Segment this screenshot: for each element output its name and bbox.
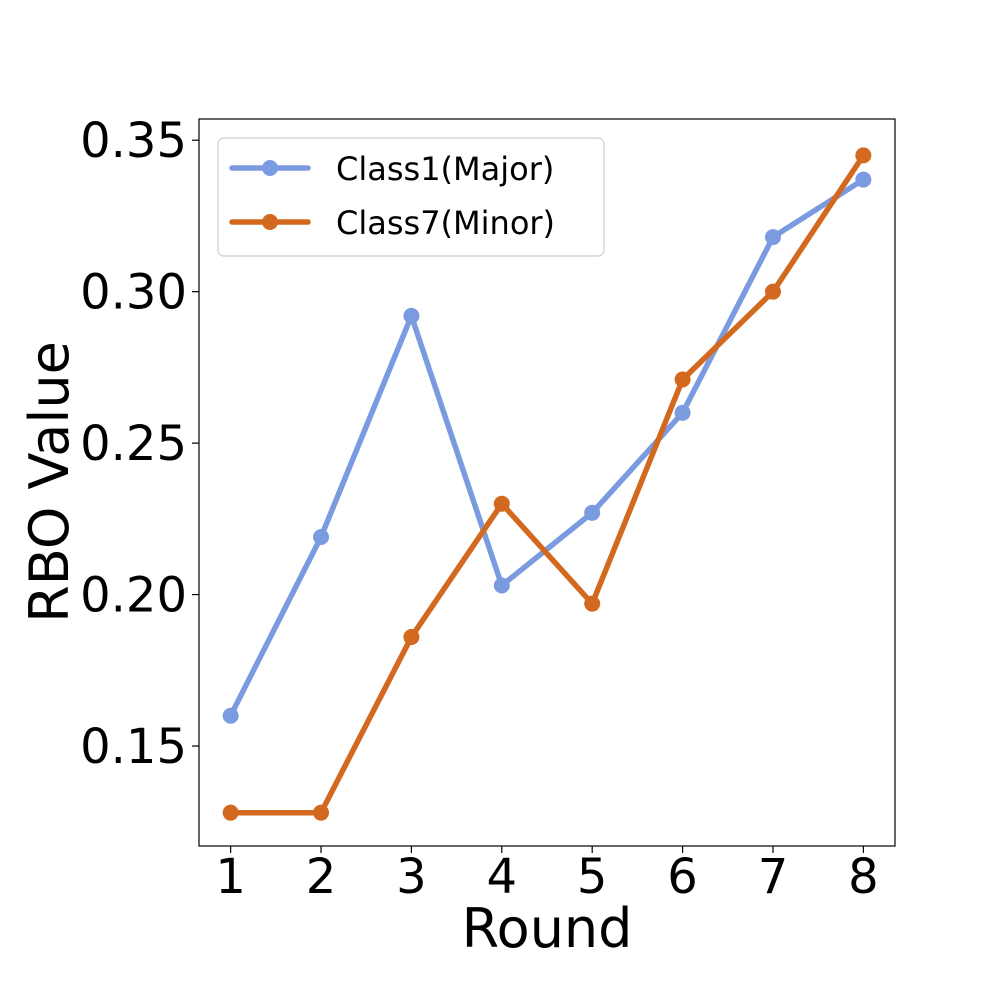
data-point bbox=[222, 707, 239, 724]
y-tick-label: 0.35 bbox=[80, 113, 187, 169]
y-tick-label: 0.15 bbox=[80, 719, 187, 775]
data-point bbox=[855, 171, 872, 188]
x-tick-label: 7 bbox=[758, 849, 789, 905]
data-point bbox=[764, 283, 781, 300]
data-point bbox=[855, 147, 872, 164]
data-point bbox=[313, 529, 330, 546]
y-axis-title: RBO Value bbox=[18, 341, 81, 623]
data-point bbox=[403, 307, 420, 324]
legend-frame bbox=[217, 137, 605, 257]
x-tick-label: 4 bbox=[487, 849, 518, 905]
data-point bbox=[403, 628, 420, 645]
legend-label-class1: Class1(Major) bbox=[336, 150, 554, 188]
data-point bbox=[584, 595, 601, 612]
x-tick-label: 1 bbox=[215, 849, 246, 905]
data-point bbox=[493, 495, 510, 512]
series-layer bbox=[222, 147, 872, 821]
y-tick-label: 0.25 bbox=[80, 416, 187, 472]
x-tick-label: 5 bbox=[577, 849, 608, 905]
data-point bbox=[764, 229, 781, 246]
data-point bbox=[222, 804, 239, 821]
x-tick-label: 6 bbox=[667, 849, 698, 905]
data-point bbox=[313, 804, 330, 821]
data-point bbox=[674, 371, 691, 388]
x-tick-label: 8 bbox=[848, 849, 879, 905]
legend: Class1(Major) Class7(Minor) bbox=[217, 137, 605, 257]
data-point bbox=[493, 577, 510, 594]
legend-marker-class7 bbox=[262, 214, 278, 230]
ticks: 0.15 0.20 0.25 0.30 0.35 1 2 3 4 5 6 7 8 bbox=[80, 113, 879, 905]
x-tick-label: 3 bbox=[396, 849, 427, 905]
x-tick-label: 2 bbox=[306, 849, 337, 905]
y-tick-label: 0.30 bbox=[80, 265, 187, 321]
series-line-2 bbox=[227, 152, 867, 816]
data-point bbox=[674, 404, 691, 421]
legend-label-class7: Class7(Minor) bbox=[336, 204, 555, 242]
x-axis-title: Round bbox=[462, 897, 633, 960]
plot-frame bbox=[198, 118, 896, 847]
legend-marker-class1 bbox=[262, 160, 278, 176]
data-point bbox=[584, 504, 601, 521]
y-tick-label: 0.20 bbox=[80, 568, 187, 624]
series-line-1 bbox=[227, 176, 867, 719]
